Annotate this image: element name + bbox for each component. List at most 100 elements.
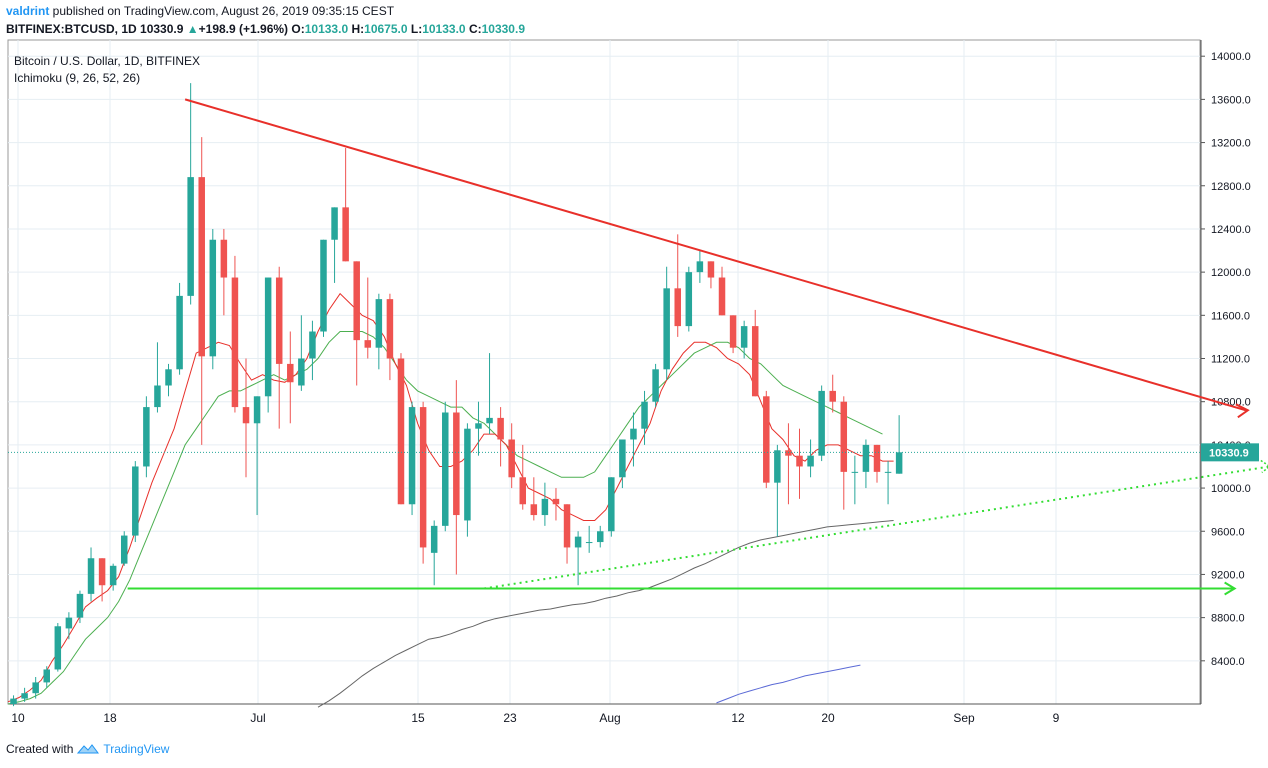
candle-body xyxy=(895,452,903,474)
tradingview-logo-icon xyxy=(77,744,100,754)
candle-body xyxy=(264,277,272,397)
symbol: BITFINEX:BTCUSD, 1D xyxy=(6,22,137,36)
chart-title: Bitcoin / U.S. Dollar, 1D, BITFINEX xyxy=(14,54,201,68)
rising-support-arrowhead xyxy=(1260,459,1268,474)
candle-body xyxy=(176,295,183,370)
candle-body xyxy=(751,326,759,397)
y-tick-label: 11200.0 xyxy=(1211,354,1250,366)
chart-legend: Bitcoin / U.S. Dollar, 1D, BITFINEX Ichi… xyxy=(14,53,200,87)
candle-body xyxy=(419,407,427,548)
candle-body xyxy=(253,396,261,424)
candle-body xyxy=(508,439,515,478)
x-tick-label: Jul xyxy=(250,711,265,725)
candle-body xyxy=(65,617,73,629)
candle-body xyxy=(763,396,770,483)
candle-body xyxy=(154,385,161,408)
publish-info: valdrint published on TradingView.com, A… xyxy=(6,4,394,18)
candle-body xyxy=(541,498,549,516)
candle-body xyxy=(718,277,726,316)
support-arrowhead xyxy=(1224,581,1237,596)
candle-body xyxy=(298,358,305,386)
y-tick-label: 12800.0 xyxy=(1211,181,1251,193)
x-tick-label: 12 xyxy=(731,711,745,725)
y-tick-label: 8800.0 xyxy=(1211,613,1245,625)
candle-body xyxy=(608,477,615,532)
y-tick-label: 13200.0 xyxy=(1211,138,1251,150)
x-tick-label: 10 xyxy=(11,711,25,725)
plot-area xyxy=(7,39,1201,705)
candle-body xyxy=(585,542,593,544)
candle-body xyxy=(32,682,39,694)
candle-body xyxy=(87,558,95,594)
candle-body xyxy=(829,390,836,402)
published-text: published on TradingView.com, August 26,… xyxy=(49,4,395,18)
candle-body xyxy=(796,455,803,467)
candle-body xyxy=(309,331,316,359)
candle-body xyxy=(807,455,814,467)
candle-body xyxy=(198,177,205,357)
candle-body xyxy=(464,428,471,521)
close-value: 10330.9 xyxy=(481,22,525,36)
y-tick-label: 12400.0 xyxy=(1211,224,1251,236)
candle-body xyxy=(375,299,383,348)
rising-support-trendline xyxy=(483,465,1268,590)
x-tick-label: 23 xyxy=(503,711,517,725)
high-value: 10675.0 xyxy=(364,22,408,36)
candle-body xyxy=(862,444,870,472)
candle-body xyxy=(331,207,338,240)
ma-blue-line xyxy=(716,664,861,704)
candle-body xyxy=(287,363,294,383)
candle-body xyxy=(220,239,228,278)
last-price-tag-label: 10330.9 xyxy=(1209,447,1249,459)
candle-body xyxy=(596,531,604,543)
candle-body xyxy=(774,450,781,483)
x-tick-label: 9 xyxy=(1053,711,1060,725)
candle-body xyxy=(397,358,405,505)
resistance-trendline xyxy=(184,98,1247,412)
candle-body xyxy=(674,288,681,327)
candle-body xyxy=(641,401,648,429)
footer: Created with TradingView xyxy=(6,742,169,756)
candle-body xyxy=(486,417,493,424)
candle-body xyxy=(685,272,693,327)
y-tick-label: 10000.0 xyxy=(1211,483,1251,495)
candle-body xyxy=(76,593,84,618)
x-tick-label: 18 xyxy=(103,711,117,725)
y-tick-label: 9200.0 xyxy=(1211,569,1245,581)
low-label: L: xyxy=(410,22,423,36)
low-value: 10133.0 xyxy=(422,22,466,36)
up-arrow-icon: ▲ xyxy=(186,22,199,36)
candle-body xyxy=(10,698,17,704)
candle-body xyxy=(187,177,194,296)
y-tick-label: 11600.0 xyxy=(1211,310,1250,322)
created-with-text: Created with xyxy=(6,742,74,756)
candle-body xyxy=(43,669,50,683)
ma-gray-line xyxy=(317,520,894,708)
close-label: C: xyxy=(468,22,482,36)
candle-body xyxy=(143,407,150,467)
open-label: O: xyxy=(291,22,305,36)
indicator-label[interactable]: Ichimoku (9, 26, 52, 26) xyxy=(14,71,141,85)
y-tick-label: 9600.0 xyxy=(1211,526,1245,538)
resistance-arrowhead xyxy=(1235,403,1250,419)
candle-body xyxy=(320,239,327,332)
candle-body xyxy=(497,417,504,440)
candle-body xyxy=(552,498,560,505)
candle-body xyxy=(209,239,217,357)
candle-body xyxy=(231,277,239,408)
x-tick-label: Aug xyxy=(599,711,620,725)
candle-body xyxy=(98,558,106,586)
candle-body xyxy=(430,525,438,553)
author-link[interactable]: valdrint xyxy=(6,4,50,18)
candle-body xyxy=(851,471,859,473)
tradingview-brand[interactable]: TradingView xyxy=(103,742,170,756)
candle-body xyxy=(165,369,172,386)
candle-body xyxy=(342,207,349,262)
candle-body xyxy=(442,412,449,526)
y-tick-label: 12000.0 xyxy=(1211,267,1251,279)
candle-body xyxy=(109,565,117,586)
x-tick-label: Sep xyxy=(953,711,975,725)
candle-body xyxy=(696,261,704,273)
last-price-tag xyxy=(1201,443,1259,462)
